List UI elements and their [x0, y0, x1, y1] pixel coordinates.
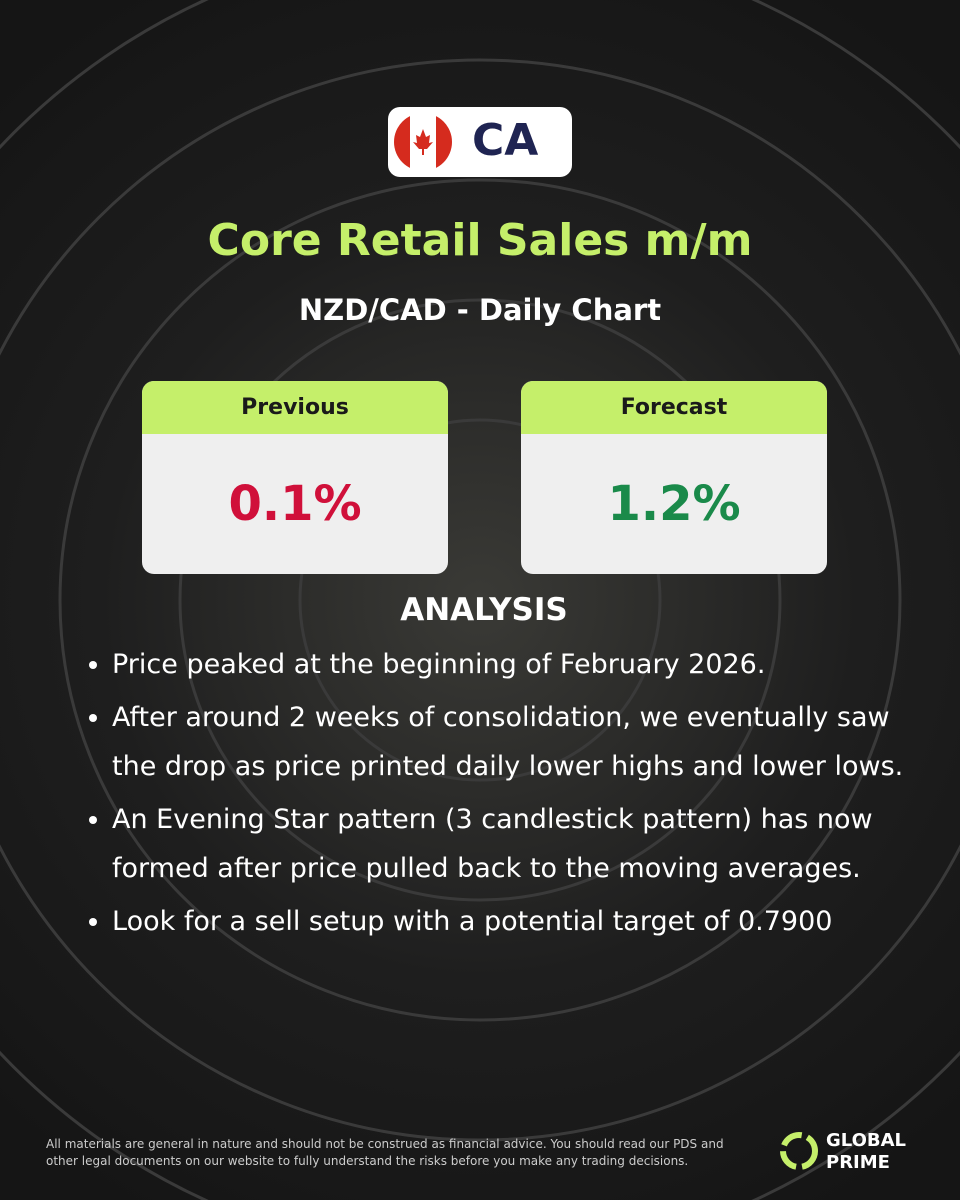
bullet: Look for a sell setup with a potential t… [112, 897, 932, 946]
card-label: Forecast [521, 381, 827, 434]
title: Core Retail Sales m/m [207, 215, 753, 266]
bullets: Price peaked at the beginning of Februar… [82, 640, 932, 950]
bullet: An Evening Star pattern (3 candlestick p… [112, 795, 932, 893]
bullet: Price peaked at the beginning of Februar… [112, 640, 932, 689]
card-value: 0.1% [228, 476, 362, 532]
card-value: 1.2% [607, 476, 741, 532]
country-code: CA [472, 115, 539, 166]
subtitle: NZD/CAD - Daily Chart [298, 293, 662, 327]
card: Forecast 1.2% [521, 381, 827, 574]
bullet: After around 2 weeks of consolidation, w… [112, 693, 932, 791]
brand-line: GLOBAL [826, 1130, 907, 1151]
card: Previous 0.1% [142, 381, 448, 574]
country-badge: CA [388, 107, 572, 177]
analysis-title: ANALYSIS [400, 592, 568, 628]
brand-line: PRIME [826, 1152, 890, 1173]
flag [394, 113, 452, 171]
logo [780, 1132, 818, 1170]
brand: GLOBAL PRIME [826, 1130, 906, 1174]
disclaimer: All materials are general in nature and … [46, 1137, 724, 1168]
card-label: Previous [142, 381, 448, 434]
